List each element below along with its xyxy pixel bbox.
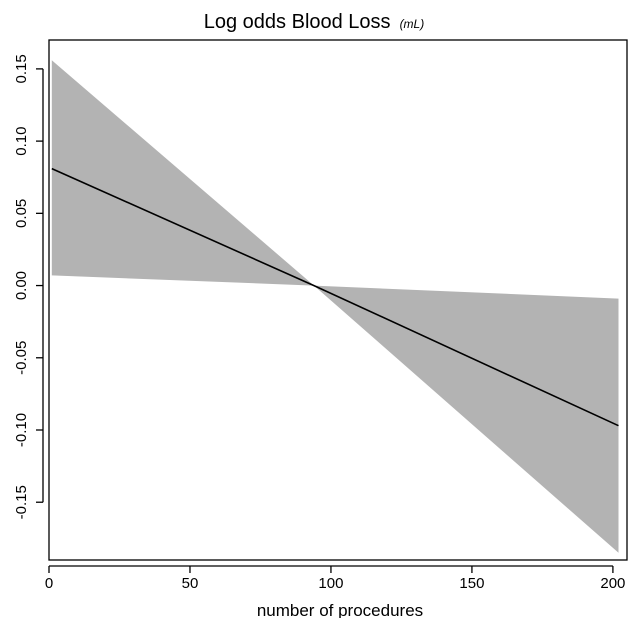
x-tick-label-2: 100 <box>318 575 343 592</box>
plot-frame <box>48 39 628 561</box>
fit-line-layer <box>51 167 619 427</box>
y-tick-label-4: 0.05 <box>13 199 30 228</box>
y-tick-label-0: -0.15 <box>13 485 30 519</box>
x-axis-label: number of procedures <box>257 601 423 618</box>
y-tick-label-5: 0.10 <box>13 127 30 156</box>
x-tick-label-1: 50 <box>182 575 199 592</box>
y-tick-label-6: 0.15 <box>13 54 30 83</box>
confidence-band <box>51 60 619 553</box>
x-tick-label-0: 0 <box>45 575 53 592</box>
y-tick-label-1: -0.10 <box>13 413 30 447</box>
chart-title: Log odds Blood Loss (mL) <box>204 11 424 33</box>
y-tick-label-2: -0.05 <box>13 341 30 375</box>
x-tick-label-4: 200 <box>600 575 625 592</box>
y-tick-label-3: 0.00 <box>13 271 30 300</box>
x-tick-label-3: 150 <box>459 575 484 592</box>
x-axis: 0 50 100 150 200 <box>45 565 625 592</box>
confidence-band-layer <box>51 60 619 553</box>
chart-title-text: Log odds Blood Loss <box>204 11 391 33</box>
chart-title-unit: (mL) <box>400 17 425 31</box>
fit-line-0 <box>51 167 619 427</box>
y-axis: -0.15 -0.10 -0.05 0.00 0.05 0.10 0.15 <box>13 54 44 519</box>
